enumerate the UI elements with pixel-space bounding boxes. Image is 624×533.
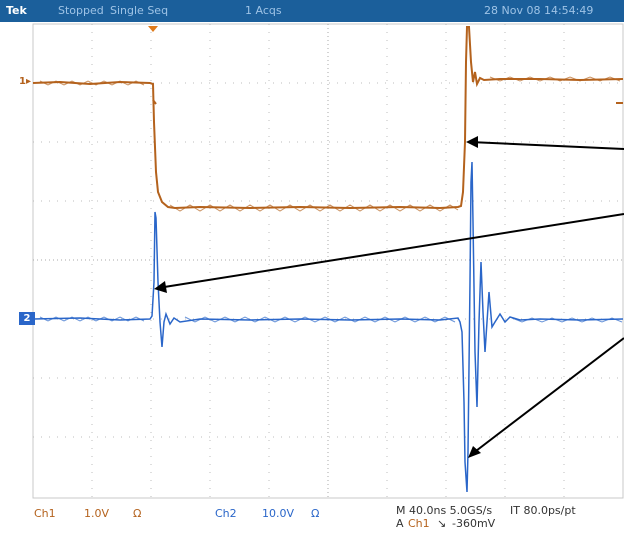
acquisition-state: Stopped bbox=[58, 4, 104, 17]
ch2-coupling: Ω bbox=[311, 507, 320, 520]
graticule bbox=[32, 23, 624, 499]
trigger-slope-icon: ↘ bbox=[437, 517, 447, 530]
ch2-label: Ch2 bbox=[215, 507, 237, 520]
brand-label: Tek bbox=[6, 4, 27, 17]
annotation-arrows bbox=[157, 141, 624, 455]
ch1-coupling: Ω bbox=[133, 507, 142, 520]
ch2-scale: 10.0V bbox=[262, 507, 295, 520]
trigger-level: -360mV bbox=[452, 517, 496, 530]
ch2-ground-marker: 2 bbox=[19, 312, 35, 325]
acquisition-mode: Single Seq bbox=[110, 4, 169, 17]
trigger-source: Ch1 bbox=[408, 517, 430, 530]
ch1-label: Ch1 bbox=[34, 507, 56, 520]
acquisition-count: 1 Acqs bbox=[245, 4, 282, 17]
date-time: 28 Nov 08 14:54:49 bbox=[484, 4, 594, 17]
trigger-position-marker bbox=[148, 26, 158, 32]
ch1-marker-label: 1 bbox=[19, 76, 26, 87]
ch2-marker-label: 2 bbox=[23, 313, 31, 324]
horizontal-scale: M 40.0ns 5.0GS/s bbox=[396, 504, 493, 517]
readout-panel: Ch1 1.0V Ω Ch2 10.0V Ω M 40.0ns 5.0GS/s … bbox=[0, 500, 624, 533]
interval-time: IT 80.0ps/pt bbox=[510, 504, 576, 517]
status-bar: Tek Stopped Single Seq 1 Acqs 28 Nov 08 … bbox=[0, 0, 624, 22]
ch1-scale: 1.0V bbox=[84, 507, 110, 520]
arrow-right-icon: ▸ bbox=[25, 76, 31, 87]
ch1-waveform bbox=[32, 26, 624, 210]
waveform-display[interactable]: 1▸ 2 bbox=[0, 22, 624, 500]
ch2-waveform bbox=[32, 161, 624, 493]
trigger-prefix: A bbox=[396, 517, 404, 530]
ch1-ground-marker: 1▸ bbox=[19, 76, 31, 87]
